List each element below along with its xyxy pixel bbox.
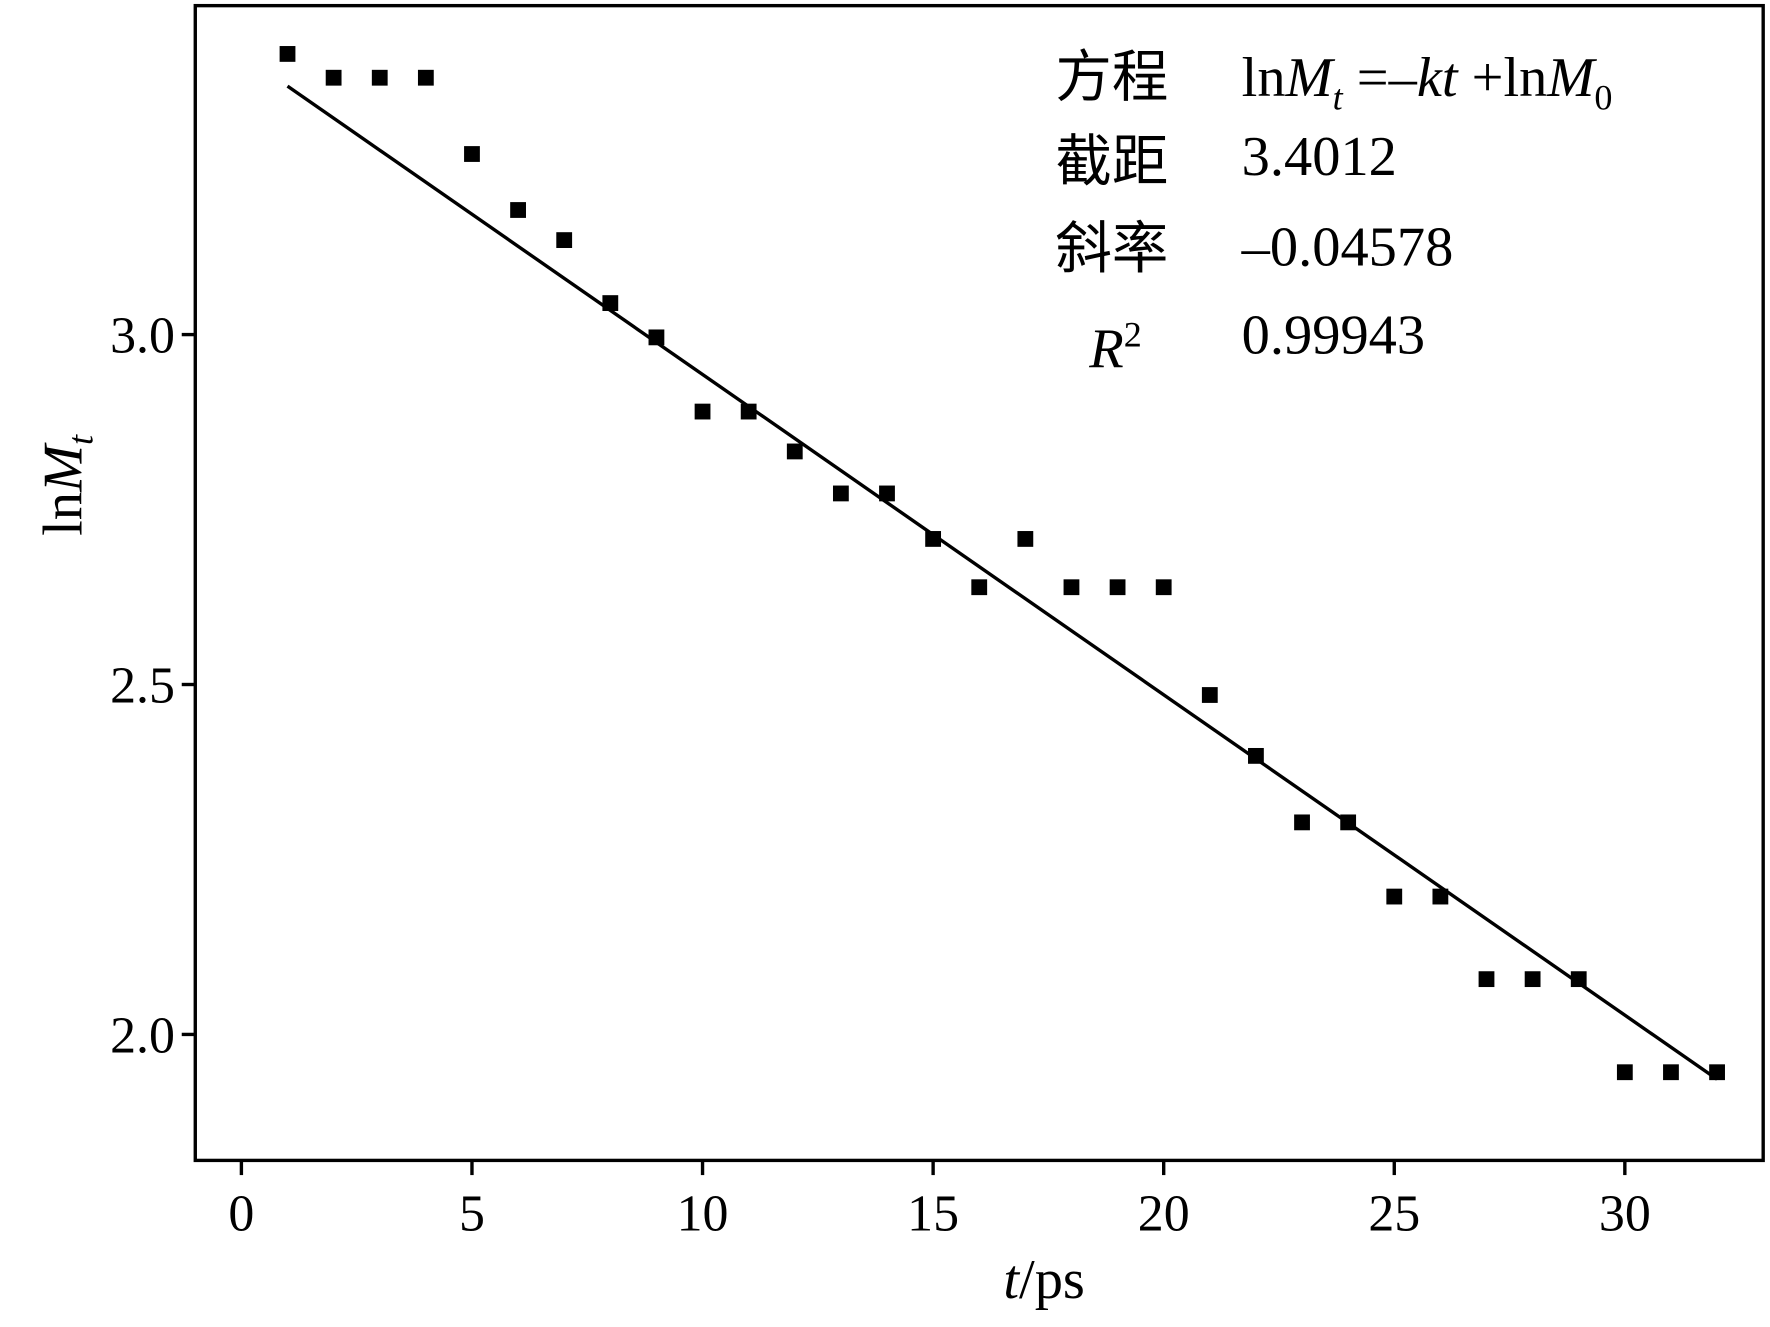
y-tick-label: 2.0 bbox=[110, 1007, 175, 1064]
fit-line bbox=[286, 84, 1719, 1081]
data-point bbox=[694, 403, 711, 420]
annotation-value: lnMt =–kt +lnM0 bbox=[1242, 47, 1613, 118]
data-point bbox=[1616, 1064, 1633, 1081]
x-axis-label: t/ps bbox=[1003, 1249, 1085, 1311]
plot: t/ps lnMt 方程 lnMt =–kt +lnM0 截距 3.4012 斜… bbox=[32, 3, 1765, 1311]
annotation-value: –0.04578 bbox=[1241, 216, 1454, 278]
data-point bbox=[1570, 971, 1587, 988]
data-point bbox=[1109, 579, 1126, 596]
data-point bbox=[971, 579, 988, 596]
data-point bbox=[786, 443, 803, 460]
data-point bbox=[1386, 888, 1403, 905]
data-point bbox=[1663, 1064, 1679, 1081]
x-tick-label: 20 bbox=[1138, 1185, 1190, 1242]
x-tick-label: 25 bbox=[1368, 1185, 1420, 1242]
data-point bbox=[1155, 579, 1172, 596]
x-tick-label: 0 bbox=[228, 1185, 254, 1242]
data-point bbox=[464, 146, 480, 162]
y-tick-label: 3.0 bbox=[110, 308, 175, 365]
x-tick-label: 30 bbox=[1599, 1185, 1651, 1242]
annotation-label: R2 bbox=[1088, 315, 1142, 380]
data-point bbox=[1294, 814, 1310, 831]
annotation-value: 3.4012 bbox=[1242, 126, 1397, 188]
x-tick-label: 5 bbox=[459, 1185, 485, 1242]
x-tick-label: 15 bbox=[907, 1185, 959, 1242]
data-point bbox=[1063, 579, 1080, 596]
data-point bbox=[556, 232, 573, 248]
data-point bbox=[925, 531, 942, 547]
data-point bbox=[1432, 888, 1449, 905]
data-point bbox=[510, 202, 526, 218]
annotation-label: 斜率 bbox=[1055, 219, 1168, 281]
data-point bbox=[371, 69, 388, 86]
data-point bbox=[1017, 531, 1034, 547]
annotation-value: 0.99943 bbox=[1242, 304, 1425, 366]
data-point bbox=[1201, 687, 1218, 703]
annotation-label: 方程 bbox=[1055, 47, 1168, 109]
data-point bbox=[879, 485, 895, 502]
data-point bbox=[325, 69, 342, 86]
data-point bbox=[1524, 971, 1541, 988]
annotation-box: 方程 lnMt =–kt +lnM0 截距 3.4012 斜率 –0.04578… bbox=[1055, 47, 1612, 380]
x-tick-label: 10 bbox=[677, 1185, 729, 1242]
y-tick-label: 2.5 bbox=[110, 658, 175, 715]
data-point bbox=[417, 69, 434, 86]
data-point bbox=[1478, 971, 1495, 988]
data-point bbox=[832, 485, 849, 502]
y-axis-label: lnMt bbox=[32, 434, 100, 536]
plot-frame bbox=[193, 3, 1765, 1163]
data-point bbox=[279, 46, 296, 62]
annotation-label: 截距 bbox=[1055, 132, 1168, 194]
